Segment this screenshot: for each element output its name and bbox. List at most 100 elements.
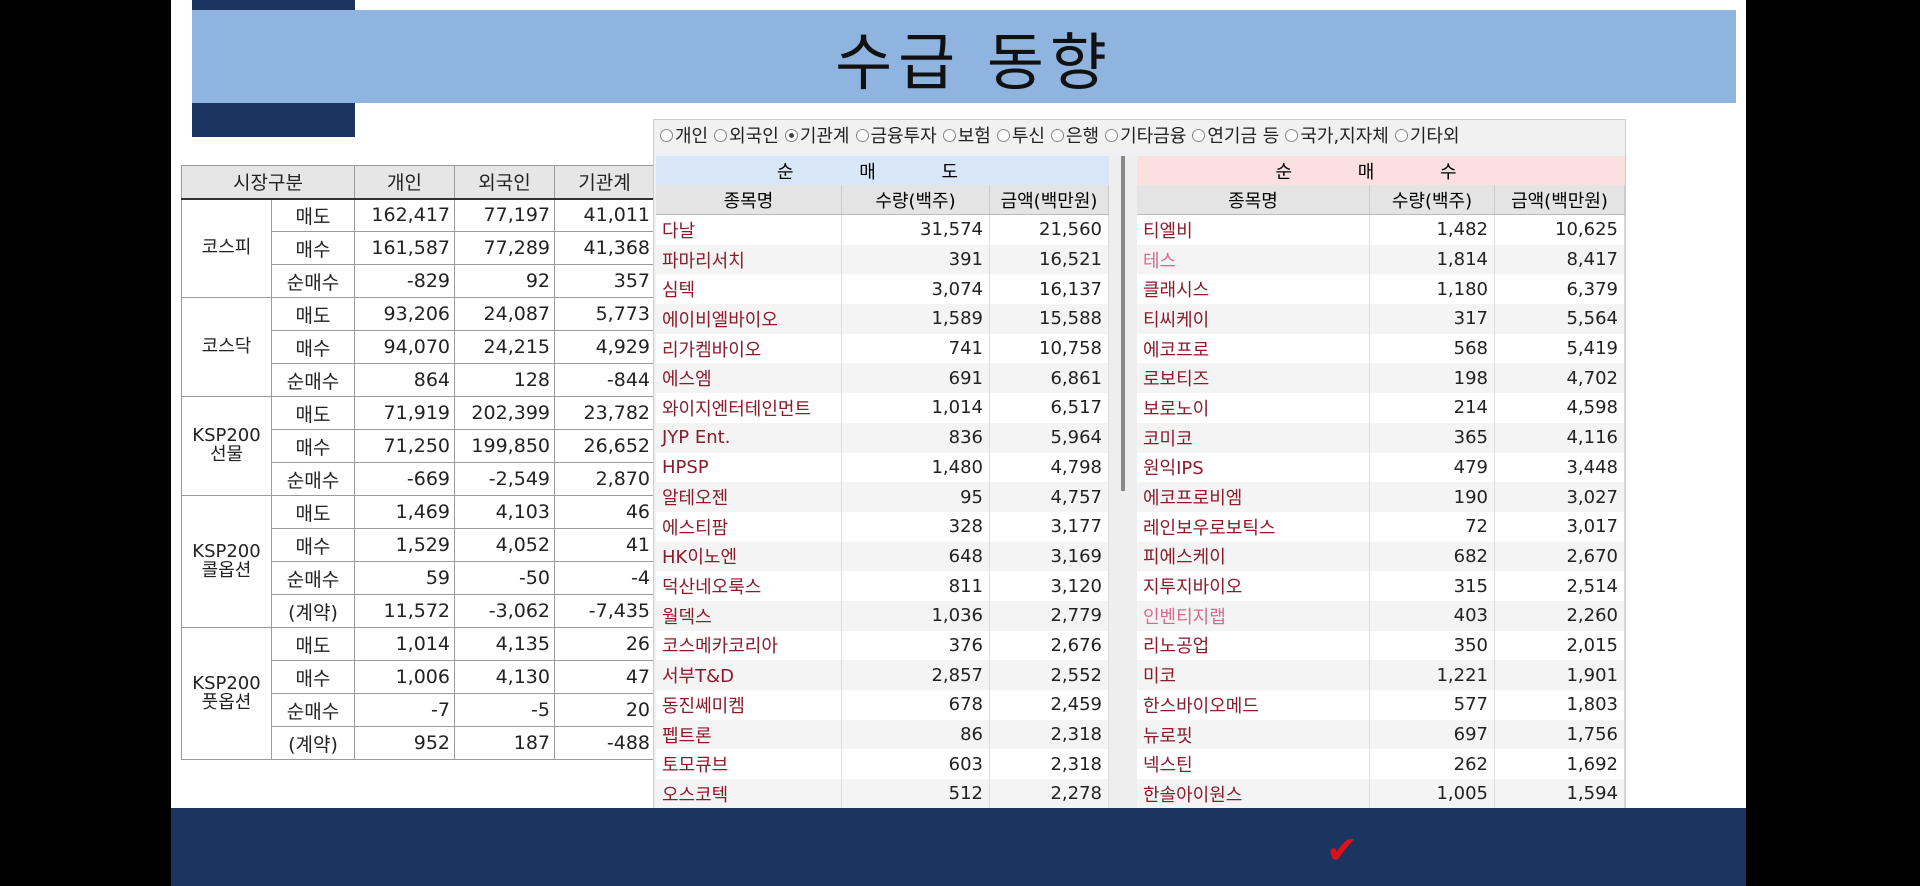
radio-5[interactable]: 투신: [996, 122, 1045, 148]
value-cell: 77,289: [454, 231, 555, 265]
list-item[interactable]: 펩트론 86 2,318: [656, 719, 1109, 750]
list-item[interactable]: 덕산네오룩스 811 3,120: [656, 571, 1109, 601]
quantity: 198: [1370, 363, 1495, 394]
radio-2[interactable]: 기관계: [784, 122, 850, 148]
radio-circle-icon[interactable]: [1394, 128, 1408, 142]
quantity: 350: [1370, 630, 1495, 661]
radio-circle-icon[interactable]: [660, 128, 673, 142]
list-item[interactable]: 티엘비 1,482 10,625: [1137, 215, 1625, 245]
radio-circle-icon[interactable]: [942, 128, 956, 142]
stock-name: 클래시스: [1137, 274, 1370, 305]
value-cell: 92: [454, 264, 555, 298]
radio-label: 투신: [1011, 126, 1045, 147]
net-buy-title: 순 매 수: [1137, 156, 1625, 185]
radio-0[interactable]: 개인: [660, 122, 708, 148]
list-item[interactable]: 알테오젠 95 4,757: [656, 482, 1109, 512]
list-item[interactable]: 로보티즈 198 4,702: [1137, 363, 1625, 394]
radio-circle-icon[interactable]: [1105, 128, 1119, 142]
radio-6[interactable]: 은행: [1051, 122, 1099, 148]
column-header: 수량(백주): [1370, 185, 1495, 214]
scrollbar[interactable]: [1109, 156, 1137, 816]
list-item[interactable]: 티씨케이 317 5,564: [1137, 304, 1625, 334]
list-item[interactable]: 월덱스 1,036 2,779: [656, 600, 1109, 631]
column-header: 개인: [354, 165, 455, 200]
radio-circle-icon[interactable]: [784, 128, 798, 142]
list-item[interactable]: 서부T&D 2,857 2,552: [656, 660, 1109, 690]
amount: 5,964: [990, 422, 1109, 453]
stock-name: 에스엠: [656, 363, 842, 394]
title-bar: 수급 동향: [192, 10, 1736, 103]
table-row: KSP200 선물 매도 71,919 202,399 23,782: [181, 396, 655, 496]
list-item[interactable]: 리노공업 350 2,015: [1137, 630, 1625, 661]
list-item[interactable]: 코미코 365 4,116: [1137, 422, 1625, 453]
list-item[interactable]: 토모큐브 603 2,318: [656, 749, 1109, 780]
stock-name: 리노공업: [1137, 630, 1370, 661]
market-group-label: KSP200 풋옵션: [181, 627, 272, 760]
list-item[interactable]: 인벤티지랩 403 2,260: [1137, 600, 1625, 631]
list-item[interactable]: 원익IPS 479 3,448: [1137, 452, 1625, 483]
table-row: 순매수 864 128 -844: [182, 363, 655, 397]
value-cell: -844: [554, 363, 655, 397]
value-cell: 71,919: [354, 396, 455, 430]
list-item[interactable]: HPSP 1,480 4,798: [656, 452, 1109, 483]
list-item[interactable]: 레인보우로보틱스 72 3,017: [1137, 511, 1625, 542]
quantity: 317: [1370, 304, 1495, 334]
list-item[interactable]: 다날 31,574 21,560: [656, 215, 1109, 245]
list-item[interactable]: 오스코텍 512 2,278: [656, 779, 1109, 809]
quantity: 678: [842, 690, 990, 720]
list-item[interactable]: 보로노이 214 4,598: [1137, 393, 1625, 423]
value-cell: 952: [354, 726, 455, 760]
radio-circle-icon[interactable]: [1285, 128, 1299, 142]
radio-4[interactable]: 보험: [942, 122, 991, 148]
list-item[interactable]: 에스엠 691 6,861: [656, 363, 1109, 394]
list-item[interactable]: 리가켐바이오 741 10,758: [656, 333, 1109, 364]
value-cell: 77,197: [454, 198, 555, 232]
list-item[interactable]: 에코프로 568 5,419: [1137, 333, 1625, 364]
radio-10[interactable]: 기타외: [1394, 122, 1460, 148]
radio-8[interactable]: 연기금 등: [1192, 122, 1279, 148]
stock-name: 코미코: [1137, 422, 1370, 453]
radio-1[interactable]: 외국인: [714, 122, 779, 148]
stock-name: 넥스틴: [1137, 749, 1370, 780]
list-item[interactable]: 한스바이오메드 577 1,803: [1137, 690, 1625, 720]
list-item[interactable]: 코스메카코리아 376 2,676: [656, 630, 1109, 661]
list-item[interactable]: 넥스틴 262 1,692: [1137, 749, 1625, 780]
row-label: 순매수: [271, 693, 355, 727]
list-item[interactable]: 파마리서치 391 16,521: [656, 244, 1109, 275]
list-item[interactable]: 테스 1,814 8,417: [1137, 244, 1625, 275]
list-item[interactable]: 에코프로비엠 190 3,027: [1137, 482, 1625, 512]
list-item[interactable]: 지투지바이오 315 2,514: [1137, 571, 1625, 601]
value-cell: 187: [454, 726, 555, 760]
list-item[interactable]: 심텍 3,074 16,137: [656, 274, 1109, 305]
column-header: 종목명: [656, 185, 842, 214]
radio-circle-icon[interactable]: [714, 128, 728, 142]
radio-3[interactable]: 금융투자: [855, 122, 937, 148]
radio-circle-icon[interactable]: [1051, 128, 1064, 142]
radio-7[interactable]: 기타금융: [1105, 122, 1186, 148]
radio-circle-icon[interactable]: [996, 128, 1010, 142]
list-item[interactable]: JYP Ent. 836 5,964: [656, 422, 1109, 453]
stock-name: 한스바이오메드: [1137, 690, 1370, 720]
value-cell: 71,250: [354, 429, 455, 463]
stock-name: 심텍: [656, 274, 842, 305]
radio-circle-icon[interactable]: [1192, 128, 1206, 142]
list-item[interactable]: 클래시스 1,180 6,379: [1137, 274, 1625, 305]
radio-9[interactable]: 국가,지자체: [1285, 122, 1389, 148]
stock-name: 인벤티지랩: [1137, 600, 1370, 631]
list-item[interactable]: 에스티팜 328 3,177: [656, 511, 1109, 542]
list-item[interactable]: 한솔아이원스 1,005 1,594: [1137, 779, 1625, 809]
quantity: 1,005: [1370, 779, 1495, 809]
stock-name: 로보티즈: [1137, 363, 1370, 394]
radio-circle-icon[interactable]: [855, 128, 869, 142]
list-item[interactable]: 미코 1,221 1,901: [1137, 660, 1625, 690]
list-item[interactable]: 피에스케이 682 2,670: [1137, 541, 1625, 572]
scrollbar-thumb[interactable]: [1121, 156, 1125, 491]
column-header: 기관계: [554, 165, 655, 200]
value-cell: 59: [354, 561, 455, 595]
list-item[interactable]: HK이노엔 648 3,169: [656, 541, 1109, 572]
list-item[interactable]: 와이지엔터테인먼트 1,014 6,517: [656, 393, 1109, 423]
quantity: 603: [842, 749, 990, 780]
list-item[interactable]: 에이비엘바이오 1,589 15,588: [656, 304, 1109, 334]
list-item[interactable]: 뉴로핏 697 1,756: [1137, 719, 1625, 750]
list-item[interactable]: 동진쎄미켐 678 2,459: [656, 690, 1109, 720]
